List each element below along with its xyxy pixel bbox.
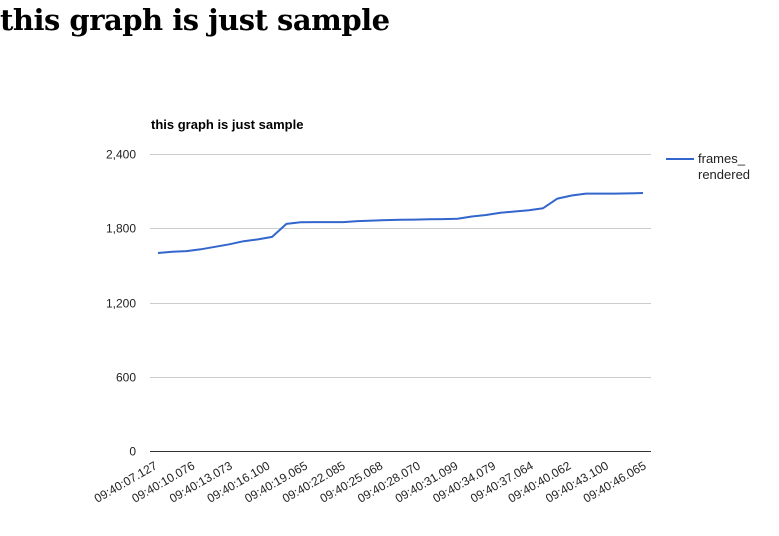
chart-title: this graph is just sample: [151, 117, 303, 132]
y-tick-label: 1,800: [106, 222, 136, 236]
grid-lines: [150, 154, 651, 452]
page-heading: this graph is just sample: [0, 3, 390, 37]
y-tick-label: 1,200: [106, 297, 136, 311]
y-tick-label: 2,400: [106, 148, 136, 162]
y-axis-tick-labels: 0 600 1,200 1,800 2,400: [106, 148, 136, 459]
y-tick-label: 600: [116, 371, 136, 385]
legend-label: frames_ rendered: [698, 151, 750, 182]
legend: frames_ rendered: [666, 151, 750, 182]
y-tick-label: 0: [129, 445, 136, 459]
series-lines: [157, 192, 644, 254]
x-axis-tick-labels: 09:40:07.12709:40:10.07609:40:13.07309:4…: [92, 458, 649, 505]
series-line-0: [157, 192, 644, 254]
